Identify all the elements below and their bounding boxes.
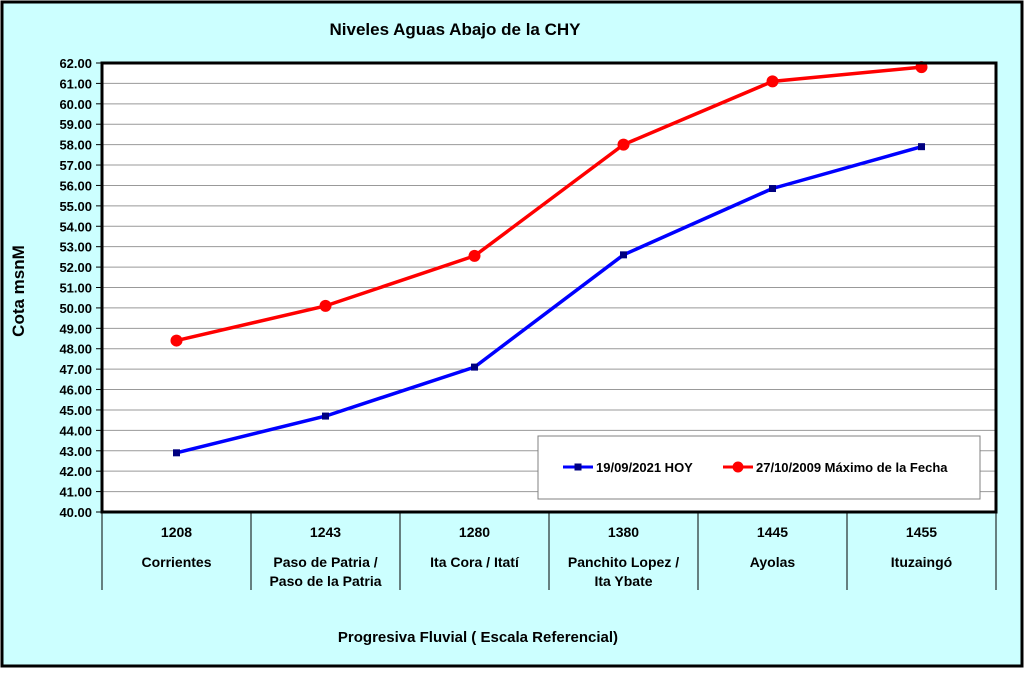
series-point: [766, 75, 779, 88]
y-axis-label: Cota msnM: [9, 245, 28, 337]
y-tick-label: 62.00: [59, 56, 92, 71]
series-point: [170, 334, 183, 347]
plot-frame: [100, 61, 998, 514]
y-tick-label: 47.00: [59, 362, 92, 377]
y-tick-label: 48.00: [59, 342, 92, 357]
y-tick-label: 49.00: [59, 321, 92, 336]
category-name-label: Ita Ybate: [594, 573, 652, 589]
category-code-label: 1380: [608, 524, 639, 540]
category-name-label: Paso de Patria /: [273, 554, 377, 570]
category-code-label: 1208: [161, 524, 192, 540]
chart-title: Niveles Aguas Abajo de la CHY: [330, 20, 582, 39]
y-tick-label: 51.00: [59, 281, 92, 296]
x-axis-label: Progresiva Fluvial ( Escala Referencial): [338, 629, 618, 646]
y-tick-label: 57.00: [59, 158, 92, 173]
category-name-label: Corrientes: [141, 554, 211, 570]
y-tick-label: 55.00: [59, 199, 92, 214]
series-layer: [170, 61, 928, 457]
y-tick-label: 40.00: [59, 505, 92, 520]
y-tick-label: 60.00: [59, 97, 92, 112]
legend: 19/09/2021 HOY 27/10/2009 Máximo de la F…: [537, 435, 981, 500]
y-tick-label: 53.00: [59, 240, 92, 255]
category-name-label: Ayolas: [750, 554, 796, 570]
y-tick-label: 50.00: [59, 301, 92, 316]
category-code-label: 1243: [310, 524, 341, 540]
series-point: [173, 449, 180, 457]
legend-marker-maximo: [732, 461, 744, 473]
category-code-label: 1455: [906, 524, 937, 540]
y-tick-label: 58.00: [59, 138, 92, 153]
legend-marker-hoy: [574, 463, 582, 471]
y-tick-label: 41.00: [59, 485, 92, 500]
legend-label-hoy: 19/09/2021 HOY: [596, 460, 693, 475]
category-name-label: Ita Cora / Itatí: [430, 554, 520, 570]
y-tick-label: 61.00: [59, 76, 92, 91]
y-tick-label: 45.00: [59, 403, 92, 418]
y-tick-label: 52.00: [59, 260, 92, 275]
category-name-label: Paso de la Patria: [269, 573, 381, 589]
series-line-0: [176, 145, 922, 455]
y-tick-label: 56.00: [59, 178, 92, 193]
series-line-1: [176, 65, 922, 343]
series-point: [620, 251, 627, 259]
series-point: [617, 138, 630, 151]
grid-lines: [102, 82, 996, 493]
series-point: [769, 185, 776, 193]
y-tick-label: 54.00: [59, 219, 92, 234]
y-tick-label: 46.00: [59, 383, 92, 398]
series-point: [471, 363, 478, 371]
y-tick-label: 42.00: [59, 464, 92, 479]
category-code-label: 1445: [757, 524, 788, 540]
category-name-label: Ituzaingó: [891, 554, 952, 570]
y-tick-label: 44.00: [59, 423, 92, 438]
series-point: [468, 249, 481, 262]
category-code-label: 1280: [459, 524, 490, 540]
y-ticks: 40.00 41.00 42.00 43.00 44.00 45.00 46.00 47.00…: [59, 56, 102, 520]
series-point: [918, 143, 925, 151]
category-name-label: Panchito Lopez /: [568, 554, 679, 570]
legend-box: [537, 435, 981, 500]
y-tick-label: 59.00: [59, 117, 92, 132]
legend-label-maximo: 27/10/2009 Máximo de la Fecha: [756, 460, 948, 475]
y-tick-label: 43.00: [59, 444, 92, 459]
series-point: [322, 412, 329, 420]
series-point: [319, 299, 332, 312]
category-table: 1208 Corrientes 1243 Paso de Patria / Paso d…: [101, 512, 997, 590]
